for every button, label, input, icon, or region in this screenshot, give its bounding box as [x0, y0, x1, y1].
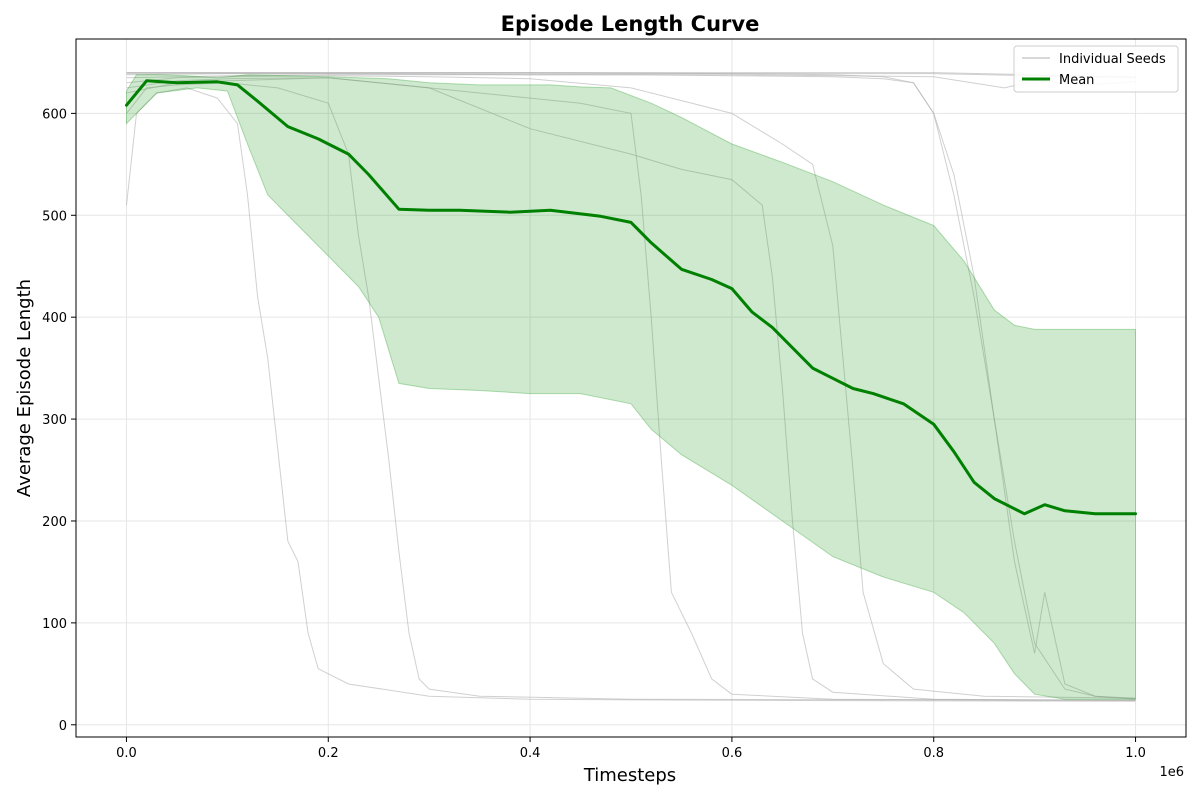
- x-tick-label: 0.8: [923, 746, 944, 761]
- y-tick-label: 400: [42, 311, 67, 326]
- y-axis-title: Average Episode Length: [14, 279, 35, 497]
- x-tick-label: 0.4: [520, 746, 541, 761]
- mean-line-group: [125, 79, 1137, 516]
- legend-mean-label: Mean: [1059, 73, 1094, 88]
- x-tick-label: 0.6: [722, 746, 743, 761]
- plot-frame: [75, 38, 1187, 738]
- x-multiplier-label: 1e6: [1159, 765, 1184, 780]
- seed-line-4: [126, 77, 1136, 701]
- y-tick-label: 300: [42, 413, 67, 428]
- seed-line-5: [126, 75, 1136, 699]
- seed-line-3: [126, 77, 1136, 701]
- individual-seed-lines: [126, 72, 1136, 702]
- y-tick-label: 500: [42, 209, 67, 224]
- axis-ticks: 0.0 0.2 0.4 0.6 0.8 1.0 0 100 200 300 400 500 600: [42, 107, 1146, 761]
- y-tick-label: 600: [42, 107, 67, 122]
- x-axis-title: Timesteps: [583, 765, 676, 786]
- mean-line: [125, 79, 1137, 516]
- x-tick-label: 1.0: [1125, 746, 1146, 761]
- y-tick-label: 100: [42, 617, 67, 632]
- legend: Individual Seeds Mean: [1013, 45, 1179, 93]
- legend-box: [1013, 45, 1179, 93]
- y-tick-label: 200: [42, 515, 67, 530]
- seed-line-1: [126, 87, 1136, 702]
- x-tick-label: 0.2: [318, 746, 339, 761]
- grid-lines: [76, 39, 1186, 737]
- seed-line-7: [126, 73, 1136, 700]
- y-tick-label: 0: [59, 719, 67, 734]
- legend-seed-label: Individual Seeds: [1059, 52, 1166, 67]
- std-band-area: [126, 74, 1136, 700]
- x-tick-label: 0.0: [116, 746, 137, 761]
- chart-title: Episode Length Curve: [501, 12, 760, 36]
- std-band: [126, 74, 1136, 700]
